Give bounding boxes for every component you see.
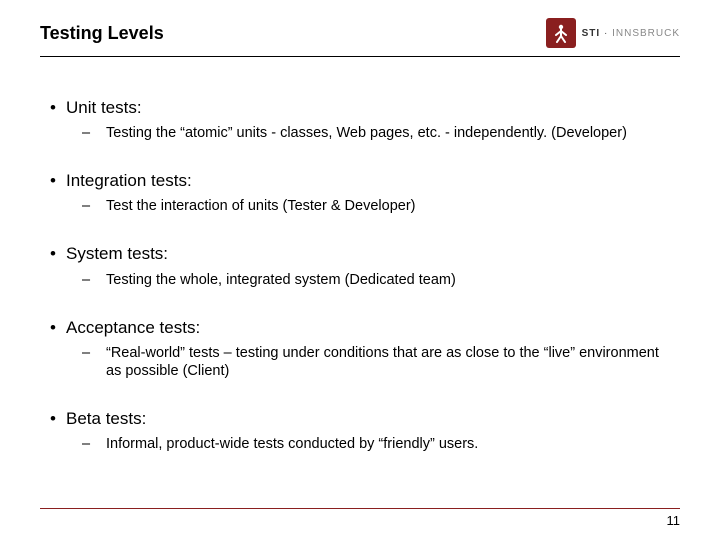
- bullet-sub: Testing the “atomic” units - classes, We…: [106, 124, 680, 142]
- footer-divider: [40, 508, 680, 509]
- list-item: • Unit tests: – Testing the “atomic” uni…: [40, 97, 680, 142]
- list-item: • Beta tests: – Informal, product-wide t…: [40, 408, 680, 453]
- bullet-label: Integration tests:: [66, 170, 192, 192]
- bullet-marker: •: [40, 317, 66, 339]
- logo: STI · INNSBRUCK: [546, 18, 680, 48]
- dash-marker: –: [82, 271, 106, 289]
- list-item: • System tests: – Testing the whole, int…: [40, 243, 680, 288]
- bullet-marker: •: [40, 170, 66, 192]
- header: Testing Levels STI · INNSBRUCK: [40, 18, 680, 48]
- bullet-level-1: • Unit tests:: [40, 97, 680, 119]
- logo-icon: [546, 18, 576, 48]
- bullet-level-1: • Acceptance tests:: [40, 317, 680, 339]
- logo-text: STI · INNSBRUCK: [582, 28, 680, 39]
- bullet-marker: •: [40, 408, 66, 430]
- list-item: • Integration tests: – Test the interact…: [40, 170, 680, 215]
- bullet-level-2: – Testing the whole, integrated system (…: [40, 271, 680, 289]
- bullet-sub: Informal, product-wide tests conducted b…: [106, 435, 680, 453]
- bullet-level-1: • System tests:: [40, 243, 680, 265]
- bullet-sub: Testing the whole, integrated system (De…: [106, 271, 680, 289]
- content: • Unit tests: – Testing the “atomic” uni…: [40, 57, 680, 453]
- bullet-level-2: – Test the interaction of units (Tester …: [40, 197, 680, 215]
- footer: 11: [0, 508, 720, 528]
- bullet-label: Acceptance tests:: [66, 317, 200, 339]
- logo-text-sep: ·: [600, 28, 612, 39]
- bullet-level-1: • Integration tests:: [40, 170, 680, 192]
- dash-marker: –: [82, 197, 106, 215]
- slide-title: Testing Levels: [40, 23, 164, 44]
- logo-text-inns: INNSBRUCK: [612, 28, 680, 39]
- page-number: 11: [40, 513, 680, 528]
- bullet-sub: “Real-world” tests – testing under condi…: [106, 344, 680, 380]
- bullet-level-2: – Informal, product-wide tests conducted…: [40, 435, 680, 453]
- bullet-label: System tests:: [66, 243, 168, 265]
- dash-marker: –: [82, 435, 106, 453]
- list-item: • Acceptance tests: – “Real-world” tests…: [40, 317, 680, 380]
- bullet-marker: •: [40, 243, 66, 265]
- bullet-marker: •: [40, 97, 66, 119]
- bullet-label: Beta tests:: [66, 408, 146, 430]
- bullet-level-1: • Beta tests:: [40, 408, 680, 430]
- logo-text-sti: STI: [582, 28, 601, 39]
- dash-marker: –: [82, 124, 106, 142]
- bullet-level-2: – Testing the “atomic” units - classes, …: [40, 124, 680, 142]
- slide: Testing Levels STI · INNSBRUCK • Unit te…: [0, 0, 720, 540]
- bullet-label: Unit tests:: [66, 97, 142, 119]
- bullet-sub: Test the interaction of units (Tester & …: [106, 197, 680, 215]
- dash-marker: –: [82, 344, 106, 380]
- bullet-level-2: – “Real-world” tests – testing under con…: [40, 344, 680, 380]
